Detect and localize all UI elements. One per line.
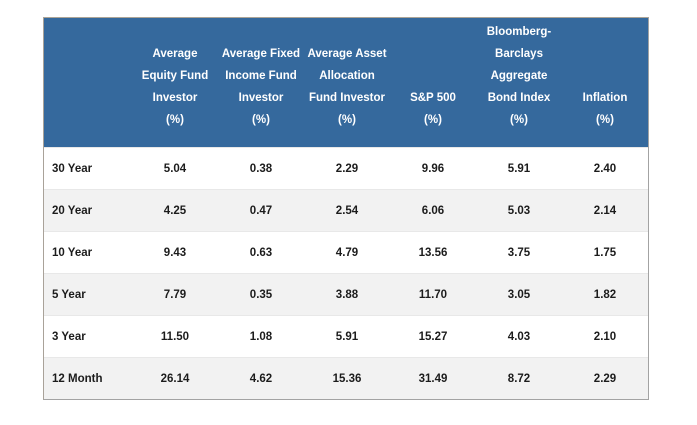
header-cell-inflation: Inflation (%) xyxy=(562,18,648,147)
table-row-5-year: 5 Year 7.79 0.35 3.88 11.70 3.05 1.82 xyxy=(44,273,648,315)
cell-value: 11.70 xyxy=(418,288,448,301)
header-unit: (%) xyxy=(338,114,356,126)
header-line: Average Fixed xyxy=(221,48,301,60)
cell-value: 2.40 xyxy=(593,162,617,175)
header-line: S&P 500 xyxy=(410,92,456,104)
cell-value: 4.79 xyxy=(335,246,359,259)
cell-value: 4.62 xyxy=(249,372,273,385)
row-label: 3 Year xyxy=(52,330,86,343)
header-line: Average xyxy=(152,48,198,60)
row-label: 30 Year xyxy=(52,162,93,175)
cell-value: 1.08 xyxy=(249,330,273,343)
header-line: Allocation xyxy=(319,70,375,82)
cell-value: 31.49 xyxy=(418,372,448,385)
returns-table: Average Equity Fund Investor (%) Average… xyxy=(43,17,649,400)
cell-value: 9.96 xyxy=(421,162,445,175)
cell-value: 0.35 xyxy=(249,288,273,301)
header-cell-sp500: S&P 500 (%) xyxy=(390,18,476,147)
header-cell-bloomberg-barclays-agg-bond-index: Bloomberg- Barclays Aggregate Bond Index… xyxy=(476,18,562,147)
cell-value: 5.03 xyxy=(507,204,531,217)
cell-value: 2.29 xyxy=(593,372,617,385)
cell-value: 2.10 xyxy=(593,330,617,343)
cell-value: 11.50 xyxy=(160,330,190,343)
cell-value: 5.91 xyxy=(507,162,531,175)
cell-value: 13.56 xyxy=(418,246,448,259)
cell-value: 4.25 xyxy=(163,204,187,217)
cell-value: 26.14 xyxy=(160,372,190,385)
header-unit: (%) xyxy=(252,114,270,126)
cell-value: 2.14 xyxy=(593,204,617,217)
header-line: Equity Fund xyxy=(141,70,209,82)
cell-value: 0.38 xyxy=(249,162,273,175)
cell-value: 15.36 xyxy=(332,372,362,385)
table-row-20-year: 20 Year 4.25 0.47 2.54 6.06 5.03 2.14 xyxy=(44,189,648,231)
header-line: Aggregate xyxy=(490,70,548,82)
cell-value: 0.63 xyxy=(249,246,273,259)
cell-value: 15.27 xyxy=(418,330,448,343)
row-label: 12 Month xyxy=(52,372,103,385)
cell-value: 8.72 xyxy=(507,372,531,385)
header-unit: (%) xyxy=(166,114,184,126)
header-unit: (%) xyxy=(510,114,528,126)
header-line: Fund Investor xyxy=(308,92,386,104)
cell-value: 7.79 xyxy=(163,288,187,301)
table-row-10-year: 10 Year 9.43 0.63 4.79 13.56 3.75 1.75 xyxy=(44,231,648,273)
cell-value: 1.82 xyxy=(593,288,617,301)
row-label: 20 Year xyxy=(52,204,93,217)
header-line: Investor xyxy=(238,92,284,104)
cell-value: 4.03 xyxy=(507,330,531,343)
header-line: Investor xyxy=(152,92,198,104)
header-line: Inflation xyxy=(582,92,628,104)
row-label: 5 Year xyxy=(52,288,86,301)
cell-value: 3.88 xyxy=(335,288,359,301)
header-line: Income Fund xyxy=(225,70,297,82)
header-line: Bloomberg- xyxy=(486,26,552,38)
cell-value: 2.54 xyxy=(335,204,359,217)
header-line: Barclays xyxy=(495,48,543,60)
header-cell-avg-asset-allocation-fund-investor: Average Asset Allocation Fund Investor (… xyxy=(304,18,390,147)
cell-value: 5.04 xyxy=(163,162,187,175)
table-row-3-year: 3 Year 11.50 1.08 5.91 15.27 4.03 2.10 xyxy=(44,315,648,357)
table-row-30-year: 30 Year 5.04 0.38 2.29 9.96 5.91 2.40 xyxy=(44,147,648,189)
cell-value: 2.29 xyxy=(335,162,359,175)
cell-value: 3.05 xyxy=(507,288,531,301)
header-line: Bond Index xyxy=(487,92,551,104)
table-header-row: Average Equity Fund Investor (%) Average… xyxy=(44,18,648,147)
cell-value: 3.75 xyxy=(507,246,531,259)
header-cell-avg-fixed-income-fund-investor: Average Fixed Income Fund Investor (%) xyxy=(218,18,304,147)
cell-value: 1.75 xyxy=(593,246,617,259)
cell-value: 9.43 xyxy=(163,246,187,259)
header-unit: (%) xyxy=(596,114,614,126)
header-unit: (%) xyxy=(424,114,442,126)
cell-value: 5.91 xyxy=(335,330,359,343)
row-label: 10 Year xyxy=(52,246,93,259)
header-cell-avg-equity-fund-investor: Average Equity Fund Investor (%) xyxy=(132,18,218,147)
header-cell-empty xyxy=(44,18,132,147)
cell-value: 6.06 xyxy=(421,204,445,217)
cell-value: 0.47 xyxy=(249,204,273,217)
table-row-12-month: 12 Month 26.14 4.62 15.36 31.49 8.72 2.2… xyxy=(44,357,648,399)
header-line: Average Asset xyxy=(307,48,387,60)
